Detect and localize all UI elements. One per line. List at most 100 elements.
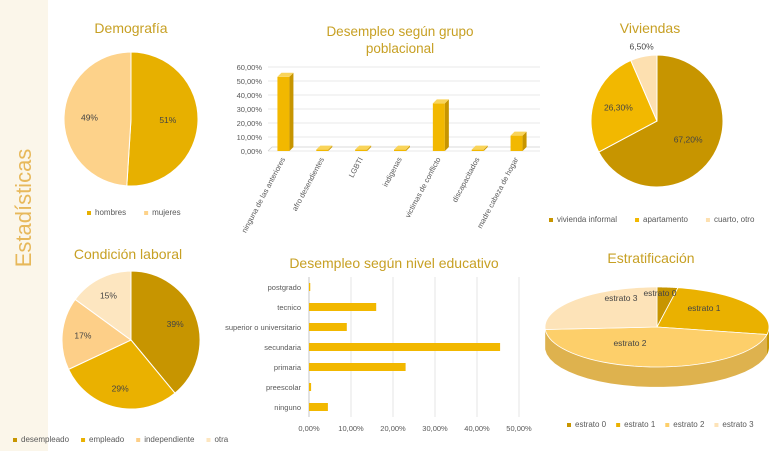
estratificacion-data-label-2: estrato 2: [613, 338, 646, 348]
estratificacion-legend-swatch-2: [665, 423, 670, 427]
desempleo_nivel-ytick-0: postgrado: [268, 283, 301, 292]
demografia-data-label-1: 49%: [81, 113, 98, 123]
condicion_laboral-data-label-1: 29%: [112, 383, 129, 393]
desempleo_nivel-xtick-5: 50,00%: [506, 424, 532, 433]
desempleo_nivel-bar-1: [309, 303, 377, 311]
desempleo_grupo-ytick-0: 0,00%: [241, 147, 263, 156]
condicion_laboral-legend-entry-1: empleado: [89, 435, 125, 444]
demografia-data-label-0: 51%: [159, 115, 176, 125]
desempleo_grupo-ytick-1: 10,00%: [237, 133, 263, 142]
demografia-legend-swatch-1: [144, 211, 149, 215]
condicion_laboral-data-label-3: 15%: [100, 291, 117, 301]
desempleo_nivel-xtick-4: 40,00%: [464, 424, 490, 433]
condicion_laboral-legend-entry-3: otra: [214, 435, 228, 444]
viviendas-data-label-1: 26,30%: [604, 103, 633, 113]
desempleo_nivel-bar-0: [309, 283, 311, 291]
condicion_laboral-title: Condición laboral: [74, 246, 182, 262]
condicion_laboral-slice-2: [61, 298, 132, 371]
estratificacion-legend-swatch-3: [714, 423, 719, 427]
desempleo_nivel-ytick-4: primaria: [274, 363, 302, 372]
desempleo_grupo-title-line-1: poblacional: [366, 41, 434, 56]
estratificacion-legend-entry-3: estrato 3: [722, 420, 754, 429]
estratificacion-pie: Estratificación estrato 0 estrato 1 estrato…: [544, 250, 770, 429]
viviendas-data-label-2: 6,50%: [630, 42, 655, 52]
desempleo_nivel-xtick-0: 0,00%: [298, 424, 320, 433]
estratificacion-legend-swatch-0: [567, 423, 571, 427]
viviendas-data-label-0: 67,20%: [674, 135, 703, 145]
desempleo_nivel-bar-3: [309, 343, 501, 351]
viviendas-title: Viviendas: [620, 20, 680, 36]
desempleo_grupo-bar-5: [471, 145, 488, 151]
desempleo_grupo-xtick-2: LGBTI: [347, 156, 365, 179]
condicion_laboral-legend-swatch-2: [136, 438, 141, 442]
desempleo_nivel-ytick-1: tecnico: [277, 303, 301, 312]
desempleo_grupo-bar-1: [316, 145, 333, 151]
demografia-pie: 51% 49%: [63, 51, 199, 187]
desempleo_grupo-xtick-5: discapacitados: [450, 156, 481, 204]
condicion_laboral-legend-entry-0: desempleado: [21, 435, 70, 444]
desempleo_grupo-floor: [267, 146, 540, 152]
desempleo_nivel-bar-4: [309, 363, 406, 371]
desempleo_grupo-ytick-6: 60,00%: [237, 63, 263, 72]
viviendas-legend-entry-0: vivienda informal: [557, 215, 617, 224]
condicion_laboral-legend-entry-2: independiente: [144, 435, 195, 444]
desempleo_grupo-bar-4: [432, 99, 449, 151]
estratificacion-data-label-0: estrato 0: [643, 288, 676, 298]
viviendas-slice-2: [630, 54, 658, 122]
desempleo_grupo-ytick-5: 50,00%: [237, 77, 263, 86]
sidebar: Estadísticas: [0, 0, 48, 451]
desempleo_nivel-chart: Desempleo según nivel educativo 0,00% 10,0…: [225, 255, 532, 433]
condicion_laboral-slice-3: [74, 270, 132, 341]
estratificacion-legend-entry-1: estrato 1: [624, 420, 656, 429]
estratificacion-slice-2: [544, 326, 768, 368]
demografia-legend-entry-0: hombres: [95, 208, 126, 217]
desempleo_grupo-bar-6: [510, 131, 527, 151]
desempleo_nivel-ytick-6: ninguno: [274, 403, 301, 412]
condicion_laboral-data-label-2: 17%: [74, 330, 91, 340]
condicion_laboral-legend-swatch-0: [13, 438, 17, 442]
viviendas-legend-swatch-1: [635, 218, 640, 222]
estratificacion-legend-swatch-1: [616, 423, 621, 427]
desempleo_grupo-bar-0: [277, 72, 294, 151]
desempleo_nivel-bar-2: [309, 323, 347, 331]
desempleo_grupo-xtick-3: indigenas: [381, 155, 404, 188]
viviendas-legend-entry-1: apartamento: [643, 215, 688, 224]
estratificacion-legend-entry-0: estrato 0: [575, 420, 607, 429]
viviendas-legend-entry-2: cuarto, otro: [714, 215, 755, 224]
viviendas-legend-swatch-0: [549, 218, 553, 222]
condicion_laboral-data-label-0: 39%: [167, 319, 184, 329]
condicion_laboral-pie: 39% 29% 17% 15%: [61, 270, 201, 410]
desempleo_nivel-xtick-1: 10,00%: [338, 424, 364, 433]
desempleo_nivel-ytick-3: secundaria: [264, 343, 302, 352]
desempleo_grupo-bar-2: [355, 145, 372, 151]
estratificacion-title: Estratificación: [607, 250, 694, 266]
demografia-slice-0: [126, 51, 199, 187]
viviendas-legend-swatch-2: [705, 218, 710, 222]
desempleo_nivel-xtick-3: 30,00%: [422, 424, 448, 433]
desempleo_grupo-ytick-2: 20,00%: [237, 119, 263, 128]
desempleo_nivel-bar-6: [309, 403, 328, 411]
condicion_laboral-legend-swatch-1: [81, 438, 86, 442]
estratificacion-data-label-3: estrato 3: [604, 293, 637, 303]
desempleo_grupo-xtick-0: ninguna de las anteriores: [240, 156, 288, 235]
desempleo_nivel-title: Desempleo según nivel educativo: [289, 255, 499, 271]
demografia-slice-1: [63, 51, 132, 187]
estratificacion-slice-3: [544, 286, 658, 330]
desempleo_grupo-xtick-4: victimas de conflicto: [403, 156, 442, 219]
viviendas-slice-0: [598, 54, 724, 188]
estratificacion-legend-entry-2: estrato 2: [673, 420, 705, 429]
desempleo_nivel-bar-5: [309, 383, 312, 391]
estratificacion-data-label-1: estrato 1: [687, 303, 720, 313]
desempleo_nivel-ytick-5: preescolar: [266, 383, 302, 392]
condicion_laboral-slice-0: [130, 270, 201, 394]
viviendas-pie: 67,20% 26,30% 6,50%: [590, 42, 724, 188]
desempleo_grupo-chart: Desempleo según grupo poblacional 0,00% 10,…: [237, 24, 540, 234]
desempleo_grupo-xtick-6: madre cabeza de hogar: [475, 155, 520, 230]
estratificacion-side-2: [545, 329, 768, 387]
demografia-legend-entry-1: mujeres: [152, 208, 180, 217]
desempleo_grupo-ytick-4: 40,00%: [237, 91, 263, 100]
desempleo_nivel-ytick-2: superior o universitario: [225, 323, 301, 332]
desempleo_nivel-xtick-2: 20,00%: [380, 424, 406, 433]
desempleo_grupo-title-line-0: Desempleo según grupo: [326, 24, 473, 39]
